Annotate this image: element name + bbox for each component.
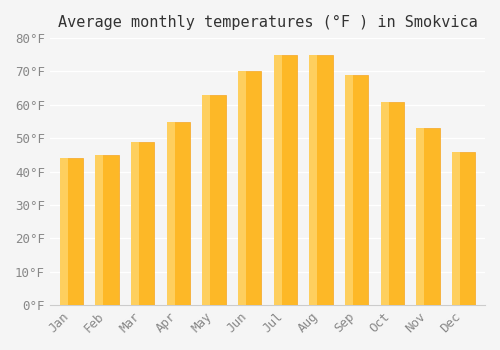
Bar [238,71,246,305]
Bar [416,128,424,305]
Bar [345,75,368,305]
Bar [131,141,139,305]
Bar [60,158,83,305]
Bar [202,95,210,305]
Bar [96,155,104,305]
Bar [96,155,118,305]
Bar [131,141,154,305]
Bar [238,71,261,305]
Title: Average monthly temperatures (°F ) in Smokvica: Average monthly temperatures (°F ) in Sm… [58,15,478,30]
Bar [380,102,389,305]
Bar [310,55,318,305]
Bar [274,55,282,305]
Bar [310,55,332,305]
Bar [452,152,475,305]
Bar [60,158,68,305]
Bar [166,121,190,305]
Bar [166,121,175,305]
Bar [345,75,353,305]
Bar [274,55,297,305]
Bar [416,128,440,305]
Bar [380,102,404,305]
Bar [202,95,226,305]
Bar [452,152,460,305]
